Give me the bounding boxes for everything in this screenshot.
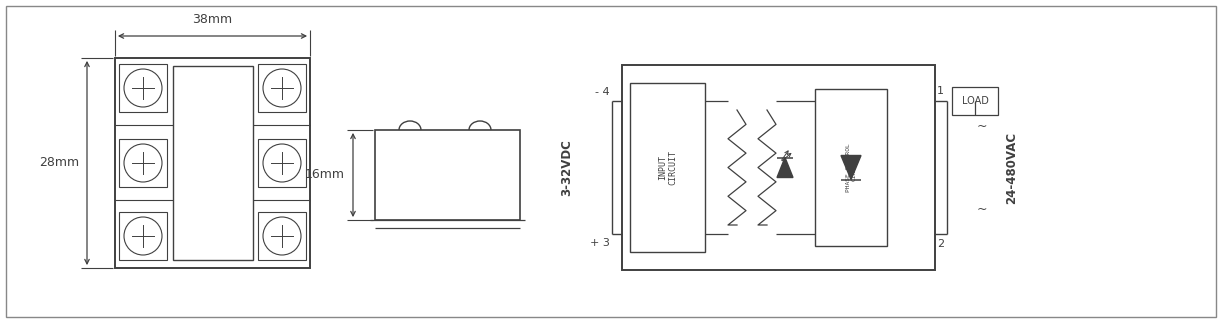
Circle shape — [123, 144, 163, 182]
Bar — [258, 212, 306, 260]
Bar — [631, 83, 705, 252]
Bar — [119, 139, 167, 187]
Bar — [815, 89, 887, 246]
Bar — [622, 65, 935, 270]
Circle shape — [123, 69, 163, 107]
Text: 28mm: 28mm — [39, 157, 79, 170]
Text: ~: ~ — [976, 203, 987, 215]
Polygon shape — [841, 155, 862, 180]
Polygon shape — [777, 158, 793, 178]
Bar — [952, 87, 998, 115]
Text: 1: 1 — [937, 86, 945, 96]
Text: 3-32VDC: 3-32VDC — [561, 139, 573, 196]
Text: 24-480VAC: 24-480VAC — [1006, 131, 1018, 203]
Bar — [119, 212, 167, 260]
Text: - 4: - 4 — [595, 87, 610, 97]
Text: + 3: + 3 — [590, 238, 610, 248]
Bar — [258, 139, 306, 187]
Circle shape — [123, 217, 163, 255]
Bar — [174, 66, 253, 260]
Text: INPUT
CIRCUIT: INPUT CIRCUIT — [657, 150, 677, 185]
Text: LOAD: LOAD — [962, 96, 989, 106]
Text: PHASE CONTROL
CIRCUIT: PHASE CONTROL CIRCUIT — [846, 143, 857, 192]
Bar — [115, 58, 310, 268]
Circle shape — [263, 144, 301, 182]
Text: 2: 2 — [937, 239, 945, 249]
Bar — [258, 64, 306, 112]
Text: 16mm: 16mm — [306, 169, 345, 182]
Circle shape — [263, 217, 301, 255]
Bar — [375, 130, 521, 220]
Bar — [119, 64, 167, 112]
Text: 38mm: 38mm — [192, 13, 232, 26]
Circle shape — [263, 69, 301, 107]
Text: ~: ~ — [976, 120, 987, 132]
